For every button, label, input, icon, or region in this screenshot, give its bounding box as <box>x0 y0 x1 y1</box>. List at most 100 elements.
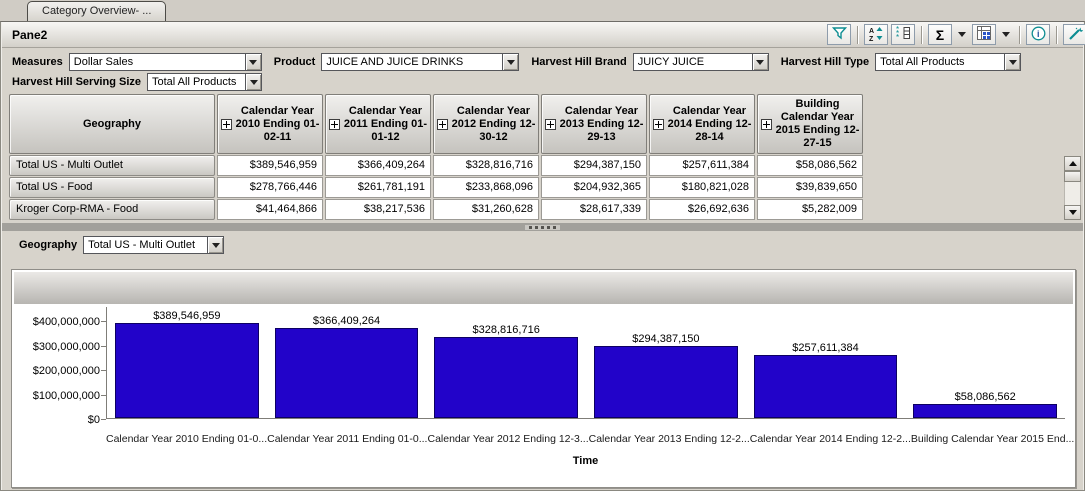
toolbar-separator <box>857 26 858 44</box>
pane-title: Pane2 <box>12 28 47 42</box>
y-axis-tick-label: $300,000,000 <box>16 341 100 353</box>
toolbar-separator <box>1019 26 1020 44</box>
expand-icon[interactable] <box>221 119 232 130</box>
bar-value-label: $257,611,384 <box>792 342 858 354</box>
table-cell: $261,781,191 <box>325 177 431 198</box>
combo-arrow-button[interactable] <box>207 237 223 253</box>
combo-arrow-button[interactable] <box>245 54 261 70</box>
sort-button[interactable]: A Z <box>864 24 888 45</box>
geography-select[interactable]: Total US - Multi Outlet <box>83 236 224 254</box>
brand-select[interactable]: JUICY JUICE <box>633 53 769 71</box>
row-header-total-us-food[interactable]: Total US - Food <box>9 177 215 198</box>
column-header-2011[interactable]: Calendar Year 2011 Ending 01-01-12 <box>325 94 431 154</box>
view-layout-dropdown-button[interactable] <box>999 24 1013 45</box>
row-header-multi-outlet[interactable]: Total US - Multi Outlet <box>9 155 215 176</box>
table-header-row: Geography Calendar Year 2010 Ending 01-0… <box>9 94 863 154</box>
combo-arrow-button[interactable] <box>245 74 261 90</box>
bar[interactable] <box>754 355 898 418</box>
combo-arrow-button[interactable] <box>752 54 768 70</box>
filter-bar: Measures Dollar Sales Product JUICE AND … <box>2 49 1083 93</box>
table-cell: $389,546,959 <box>217 155 323 176</box>
combo-arrow-button[interactable] <box>1004 54 1020 70</box>
table-cell: $180,821,028 <box>649 177 755 198</box>
x-axis-label: Calendar Year 2012 Ending 12-3... <box>427 433 588 445</box>
row-header-kroger[interactable]: Kroger Corp-RMA - Food <box>9 199 215 220</box>
chevron-down-icon <box>958 32 966 37</box>
table-cell: $31,260,628 <box>433 199 539 220</box>
product-select[interactable]: JUICE AND JUICE DRINKS <box>321 53 519 71</box>
toolbar-separator <box>1056 26 1057 44</box>
geography-filter-row: Geography Total US - Multi Outlet <box>19 234 224 256</box>
serving-size-label: Harvest Hill Serving Size <box>12 76 141 88</box>
view-layout-icon <box>977 26 991 43</box>
select-members-icon: * * * <box>896 26 911 43</box>
table-row: Total US - Food $278,766,446 $261,781,19… <box>9 177 863 198</box>
tools-button[interactable] <box>1063 24 1085 45</box>
pane-splitter[interactable] <box>2 223 1083 231</box>
geography-label: Geography <box>19 239 77 251</box>
tab-strip: Category Overview- ... <box>0 0 1085 21</box>
serving-size-select[interactable]: Total All Products <box>147 73 262 91</box>
geography-column-header[interactable]: Geography <box>9 94 215 154</box>
bar-value-label: $294,387,150 <box>632 333 699 345</box>
scrollbar-track[interactable] <box>1064 182 1081 205</box>
type-label: Harvest Hill Type <box>781 56 869 68</box>
expand-icon[interactable] <box>653 119 664 130</box>
pane-header: Pane2 A Z <box>2 22 1083 48</box>
pane2-container: Pane2 A Z <box>0 21 1085 491</box>
bar[interactable] <box>594 346 738 418</box>
measures-select[interactable]: Dollar Sales <box>69 53 262 71</box>
column-header-2014[interactable]: Calendar Year 2014 Ending 12-28-14 <box>649 94 755 154</box>
scroll-up-button[interactable] <box>1064 156 1081 171</box>
tab-category-overview[interactable]: Category Overview- ... <box>27 1 166 22</box>
column-header-2013[interactable]: Calendar Year 2013 Ending 12-29-13 <box>541 94 647 154</box>
table-cell: $257,611,384 <box>649 155 755 176</box>
bar-value-label: $389,546,959 <box>153 310 220 322</box>
measures-label: Measures <box>12 56 63 68</box>
column-header-2015[interactable]: Building Calendar Year 2015 Ending 12-27… <box>757 94 863 154</box>
bar-chart-panel: $389,546,959$366,409,264$328,816,716$294… <box>11 269 1076 488</box>
column-header-2010[interactable]: Calendar Year 2010 Ending 01-02-11 <box>217 94 323 154</box>
product-value: JUICE AND JUICE DRINKS <box>322 54 502 70</box>
bar-group: $366,409,264 <box>267 307 427 418</box>
y-axis-tick-label: $200,000,000 <box>16 365 100 377</box>
tools-wand-icon <box>1068 26 1083 44</box>
expand-icon[interactable] <box>437 119 448 130</box>
chevron-down-icon <box>756 60 764 65</box>
sort-az-icon: A Z <box>869 26 884 44</box>
expand-icon[interactable] <box>545 119 556 130</box>
x-axis-labels: Calendar Year 2010 Ending 01-0...Calenda… <box>106 433 1065 445</box>
measures-value: Dollar Sales <box>70 54 245 70</box>
type-select[interactable]: Total All Products <box>875 53 1021 71</box>
column-header-2012[interactable]: Calendar Year 2012 Ending 12-30-12 <box>433 94 539 154</box>
sum-button[interactable]: Σ <box>928 24 952 45</box>
scroll-down-button[interactable] <box>1064 205 1081 220</box>
svg-text:*: * <box>896 33 899 40</box>
filter-button[interactable] <box>827 24 851 45</box>
table-cell: $204,932,365 <box>541 177 647 198</box>
x-axis-label: Calendar Year 2013 Ending 12-2... <box>589 433 750 445</box>
combo-arrow-button[interactable] <box>502 54 518 70</box>
x-axis-label: Calendar Year 2011 Ending 01-0... <box>267 433 427 445</box>
bar[interactable] <box>115 323 259 418</box>
toolbar: A Z * * * <box>827 24 1085 45</box>
x-axis-label: Calendar Year 2010 Ending 01-0... <box>106 433 267 445</box>
bar[interactable] <box>913 404 1057 418</box>
x-axis-title: Time <box>106 455 1065 467</box>
scrollbar-thumb[interactable] <box>1064 171 1081 182</box>
bar-value-label: $58,086,562 <box>955 391 1016 403</box>
info-button[interactable]: i <box>1026 24 1050 45</box>
geography-value: Total US - Multi Outlet <box>84 237 207 253</box>
bar[interactable] <box>434 337 578 418</box>
sum-dropdown-button[interactable] <box>955 24 969 45</box>
view-layout-button[interactable] <box>972 24 996 45</box>
chevron-down-icon <box>1002 32 1010 37</box>
table-cell: $39,839,650 <box>757 177 863 198</box>
chart-header-strip <box>14 272 1073 304</box>
filter-row-1: Measures Dollar Sales Product JUICE AND … <box>12 52 1083 72</box>
select-members-button[interactable]: * * * <box>891 24 915 45</box>
bar[interactable] <box>275 328 419 418</box>
table-cell: $41,464,866 <box>217 199 323 220</box>
expand-icon[interactable] <box>761 119 772 130</box>
expand-icon[interactable] <box>329 119 340 130</box>
